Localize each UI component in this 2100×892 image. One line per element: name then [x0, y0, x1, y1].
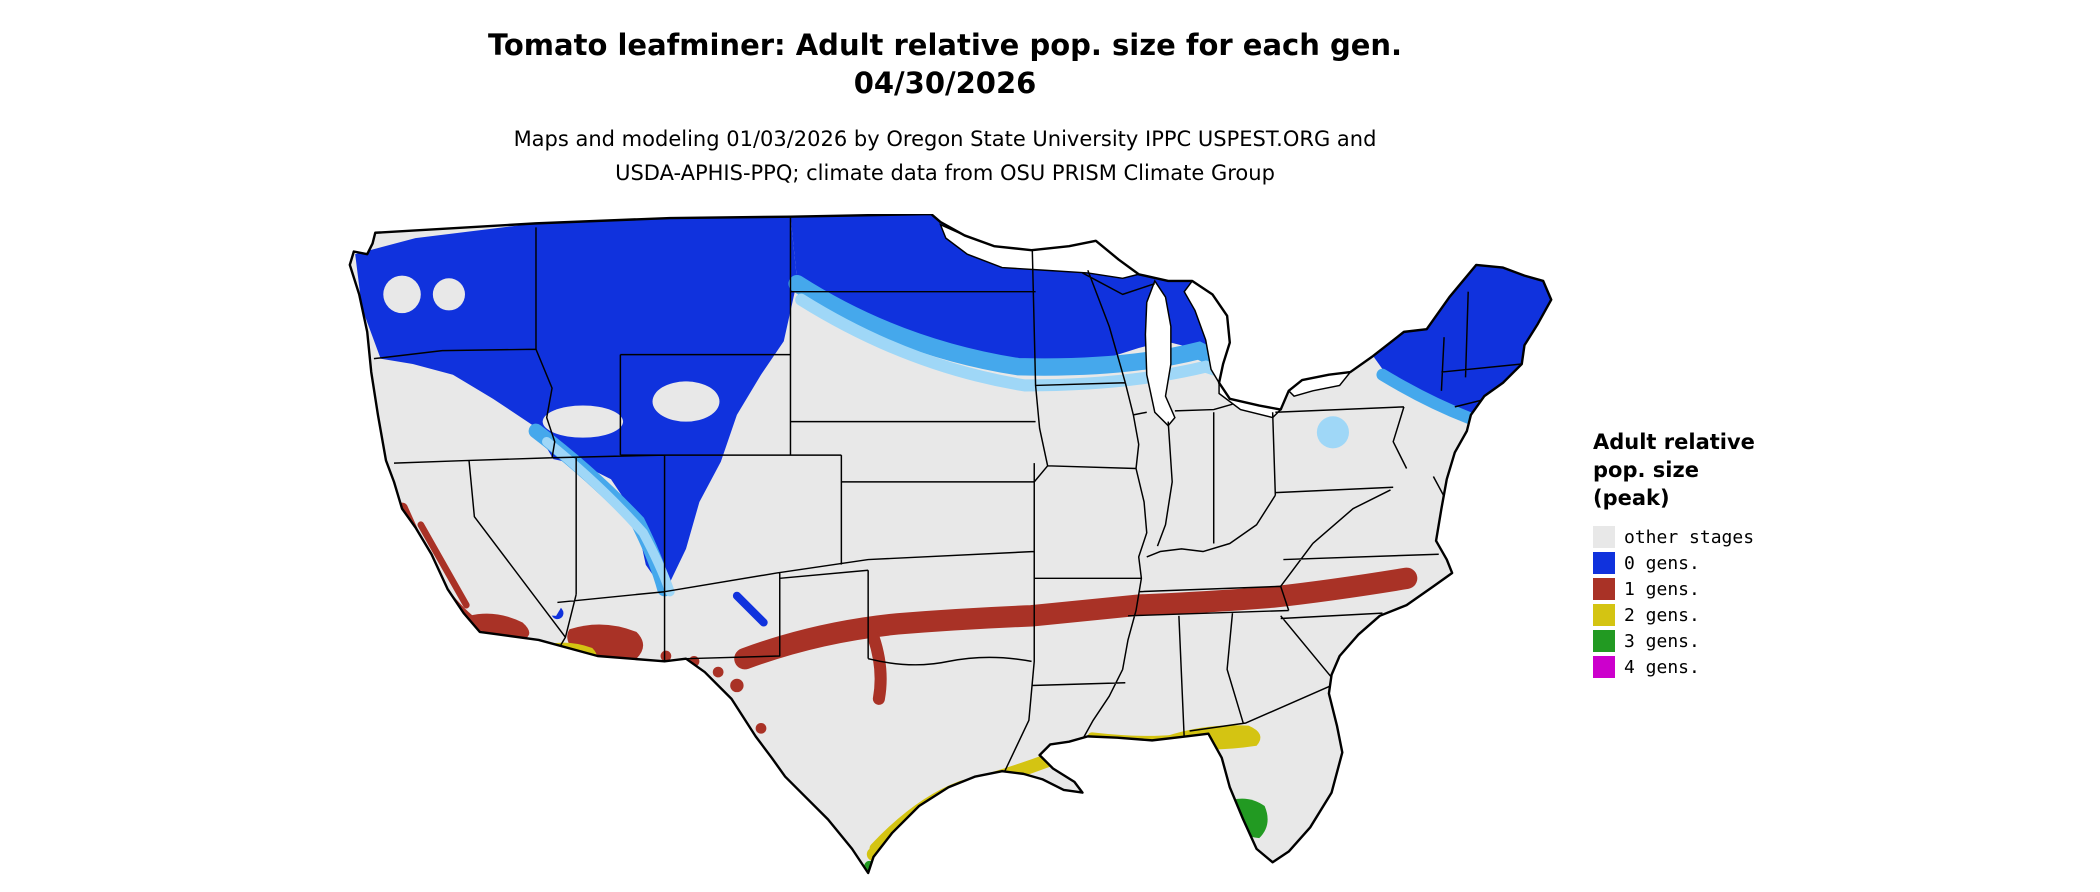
title-block: Tomato leafminer: Adult relative pop. si…	[0, 26, 1890, 102]
page-title: Tomato leafminer: Adult relative pop. si…	[487, 28, 1403, 62]
region-1gen-california-valley-rim	[417, 521, 470, 609]
map-date: 04/30/2026	[853, 66, 1037, 100]
legend-label-3-gens: 3 gens.	[1624, 630, 1700, 652]
region-0gens-appalachia-patch	[1316, 416, 1349, 449]
legend-swatch-0-gens	[1593, 552, 1615, 574]
legend-swatch-1-gens	[1593, 578, 1615, 600]
legend-label-2-gens: 2 gens.	[1624, 604, 1700, 626]
region-1gen-bigbend	[755, 722, 767, 734]
legend-item-2-gens: 2 gens.	[1593, 602, 1853, 628]
region-0gens-fringe-rockies-2	[542, 437, 675, 597]
state-borders	[373, 216, 1522, 783]
us-map-svg	[348, 212, 1553, 875]
region-3gens-south-florida	[1221, 798, 1268, 839]
legend-item-1-gens: 1 gens.	[1593, 576, 1853, 602]
region-0gens-northwest	[355, 216, 798, 592]
legend-title-line-3: (peak)	[1593, 486, 1670, 510]
legend-items: other stages 0 gens. 1 gens. 2 gens. 3 g…	[1593, 524, 1853, 680]
us-map	[335, 212, 1554, 877]
region-1gen-az-patch	[660, 650, 672, 662]
patch-other-columbia-basin	[432, 278, 465, 311]
legend-item-3-gens: 3 gens.	[1593, 628, 1853, 654]
legend-label-1-gens: 1 gens.	[1624, 578, 1700, 600]
region-0gens-fringe-newengland	[1376, 368, 1475, 424]
legend-swatch-3-gens	[1593, 630, 1615, 652]
patch-other-puget	[383, 275, 421, 314]
legend-item-other-stages: other stages	[1593, 524, 1853, 550]
region-1gen-westtx-2	[712, 666, 724, 678]
subtitle-block: Maps and modeling 01/03/2026 by Oregon S…	[0, 122, 1890, 190]
patch-other-snake-plain	[542, 405, 624, 438]
patch-other-oregon	[388, 368, 478, 453]
legend-title: Adult relative pop. size (peak)	[1593, 428, 1853, 512]
region-1gen-socal	[469, 613, 530, 640]
legend-swatch-2-gens	[1593, 604, 1615, 626]
patch-other-wyoming-basin	[652, 381, 720, 422]
legend-item-4-gens: 4 gens.	[1593, 654, 1853, 680]
legend-label-0-gens: 0 gens.	[1624, 552, 1700, 574]
legend-title-line-1: Adult relative	[1593, 430, 1755, 454]
legend-swatch-other-stages	[1593, 526, 1615, 548]
map-legend: Adult relative pop. size (peak) other st…	[1593, 428, 1853, 680]
patch-other-nevada	[462, 467, 574, 616]
legend-swatch-4-gens	[1593, 656, 1615, 678]
region-1gen-westtx-1	[730, 678, 744, 693]
attribution-line-1: Maps and modeling 01/03/2026 by Oregon S…	[513, 127, 1377, 151]
attribution-line-2: USDA-APHIS-PPQ; climate data from OSU PR…	[615, 161, 1275, 185]
legend-label-4-gens: 4 gens.	[1624, 656, 1700, 678]
legend-item-0-gens: 0 gens.	[1593, 550, 1853, 576]
lake-michigan	[1144, 279, 1176, 427]
region-1gen-south-belt	[734, 567, 1418, 670]
legend-label-other-stages: other stages	[1624, 526, 1755, 548]
region-1gen-texas-finger	[867, 631, 887, 705]
legend-title-line-2: pop. size	[1593, 458, 1699, 482]
us-outline	[348, 212, 1553, 875]
region-0gens-newmexico-finger	[732, 591, 768, 627]
